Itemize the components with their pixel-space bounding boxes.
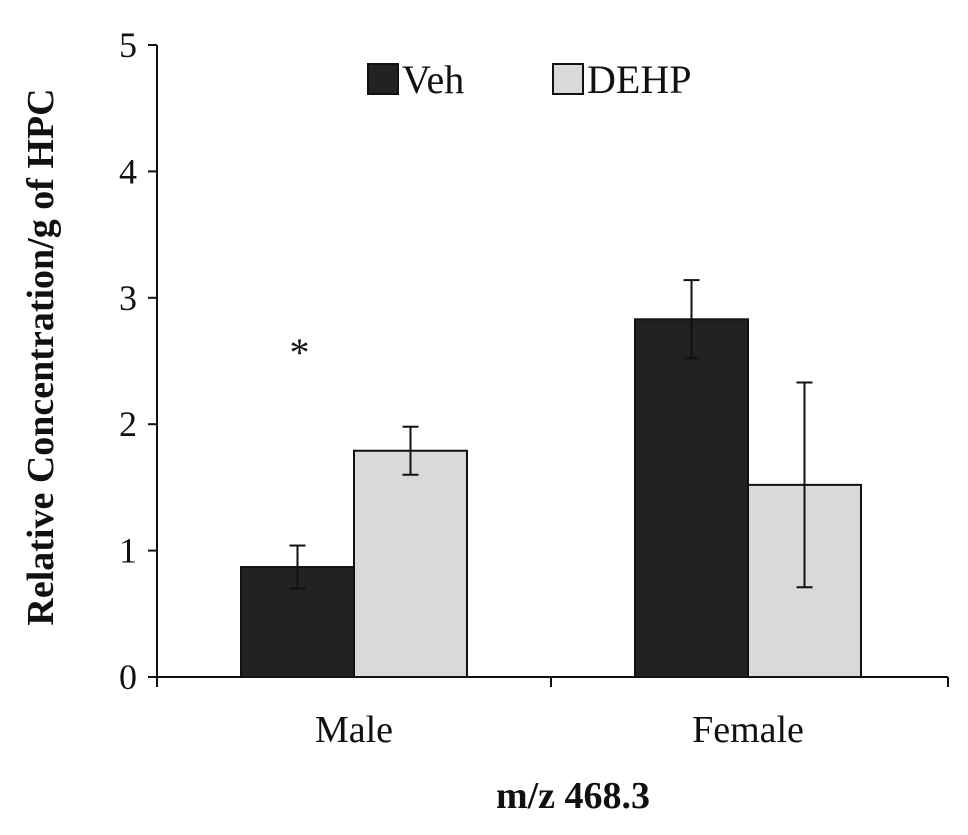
legend-label-dehp: DEHP (587, 57, 691, 102)
bar-veh-female (634, 318, 749, 678)
y-tick-label: 0 (119, 657, 137, 697)
bar-dehp-male (353, 449, 468, 678)
y-tick-label: 1 (119, 531, 137, 571)
y-tick-label: 2 (119, 404, 137, 444)
y-tick-label: 3 (119, 278, 137, 318)
legend-swatch-veh (367, 63, 399, 95)
significance-asterisk: * (290, 330, 310, 375)
legend-label-veh: Veh (402, 57, 464, 102)
y-axis-title: Relative Concentration/g of HPC (20, 88, 62, 625)
y-tick-label: 5 (119, 25, 137, 65)
x-axis-title: m/z 468.3 (496, 775, 650, 817)
legend-swatch-dehp (552, 63, 584, 95)
x-category-label: Male (315, 709, 393, 751)
y-tick-label: 4 (119, 151, 137, 191)
x-category-label: Female (692, 709, 804, 751)
